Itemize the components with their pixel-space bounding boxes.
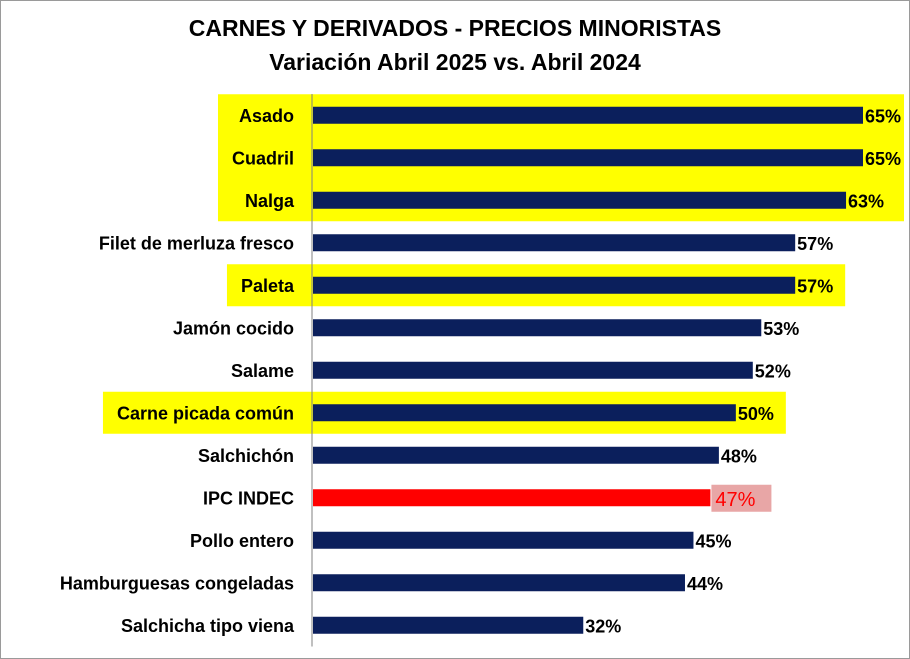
category-label-paleta: Paleta: [241, 276, 295, 296]
value-label-hamburguesas-congeladas: 44%: [687, 574, 723, 594]
bar-carne-picada-comun: [313, 404, 736, 422]
value-label-jamon-cocido: 53%: [763, 319, 799, 339]
chart-subtitle: Variación Abril 2025 vs. Abril 2024: [269, 49, 641, 75]
value-label-paleta: 57%: [797, 276, 833, 296]
bar-salchicha-tipo-viena: [313, 616, 584, 634]
category-label-salchicha-tipo-viena: Salchicha tipo viena: [121, 616, 295, 636]
bar-jamon-cocido: [313, 319, 762, 337]
category-label-cuadril: Cuadril: [232, 148, 294, 168]
labels-layer: Asado 65% Cuadril 65% Nalga 63% Filet de merlu…: [60, 106, 901, 637]
value-label-carne-picada-comun: 50%: [738, 404, 774, 424]
value-label-pollo-entero: 45%: [695, 531, 731, 551]
value-label-ipc-indec: 47%: [715, 489, 755, 511]
category-label-asado: Asado: [239, 106, 294, 126]
bar-ipc-indec: [313, 489, 711, 507]
category-label-filet-de-merluza-fresco: Filet de merluza fresco: [99, 233, 294, 253]
bars-layer: [311, 94, 863, 647]
category-label-nalga: Nalga: [245, 191, 295, 211]
value-label-asado: 65%: [865, 106, 901, 126]
category-label-salchichon: Salchichón: [198, 446, 294, 466]
value-label-bg-ipc-indec: [711, 484, 772, 512]
bar-cuadril: [313, 149, 863, 167]
category-label-salame: Salame: [231, 361, 294, 381]
value-label-salame: 52%: [755, 361, 791, 381]
value-label-nalga: 63%: [848, 191, 884, 211]
category-label-ipc-indec: IPC INDEC: [203, 488, 294, 508]
bar-hamburguesas-congeladas: [313, 574, 685, 592]
category-label-pollo-entero: Pollo entero: [190, 531, 294, 551]
bar-filet-de-merluza-fresco: [313, 234, 796, 252]
bar-nalga: [313, 191, 847, 209]
category-label-jamon-cocido: Jamón cocido: [173, 318, 294, 338]
bar-salchichon: [313, 446, 719, 464]
chart-title: CARNES Y DERIVADOS - PRECIOS MINORISTAS: [188, 15, 722, 41]
value-label-cuadril: 65%: [865, 149, 901, 169]
bar-pollo-entero: [313, 531, 694, 549]
bar-asado: [313, 106, 863, 124]
category-label-carne-picada-comun: Carne picada común: [117, 403, 294, 423]
category-label-hamburguesas-congeladas: Hamburguesas congeladas: [60, 573, 294, 593]
value-label-salchicha-tipo-viena: 32%: [585, 616, 621, 636]
value-label-salchichon: 48%: [721, 446, 757, 466]
bar-paleta: [313, 276, 796, 294]
value-label-filet-de-merluza-fresco: 57%: [797, 234, 833, 254]
bar-salame: [313, 361, 753, 379]
highlight-layer: [102, 94, 904, 434]
